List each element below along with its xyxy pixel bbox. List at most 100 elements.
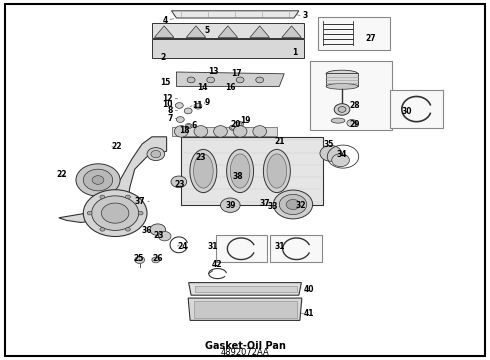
Circle shape bbox=[194, 103, 202, 109]
Ellipse shape bbox=[233, 126, 247, 137]
Ellipse shape bbox=[230, 154, 250, 188]
Text: 21: 21 bbox=[274, 137, 285, 146]
Polygon shape bbox=[59, 137, 167, 222]
Circle shape bbox=[76, 164, 120, 196]
Ellipse shape bbox=[190, 149, 217, 193]
Circle shape bbox=[151, 150, 161, 158]
Text: 34: 34 bbox=[336, 150, 346, 159]
Polygon shape bbox=[152, 23, 304, 38]
Circle shape bbox=[171, 176, 187, 188]
Text: 23: 23 bbox=[195, 153, 205, 162]
Text: 22: 22 bbox=[56, 170, 67, 179]
Circle shape bbox=[256, 77, 264, 83]
Text: 23: 23 bbox=[174, 180, 185, 189]
Text: 31: 31 bbox=[274, 242, 285, 251]
Text: 24: 24 bbox=[177, 242, 188, 251]
Circle shape bbox=[187, 77, 195, 83]
Text: 2: 2 bbox=[160, 53, 166, 62]
Circle shape bbox=[273, 190, 313, 219]
Polygon shape bbox=[282, 26, 301, 37]
Polygon shape bbox=[186, 26, 206, 37]
Text: 23: 23 bbox=[153, 231, 164, 240]
Text: 13: 13 bbox=[208, 68, 218, 77]
Text: 17: 17 bbox=[231, 69, 242, 78]
Text: 30: 30 bbox=[401, 107, 412, 116]
Text: 38: 38 bbox=[232, 172, 243, 181]
Bar bbox=[318, 17, 390, 50]
Text: 25: 25 bbox=[133, 254, 144, 263]
Text: 31: 31 bbox=[207, 242, 218, 251]
Polygon shape bbox=[250, 26, 270, 37]
Circle shape bbox=[150, 224, 166, 235]
Circle shape bbox=[185, 123, 192, 129]
Circle shape bbox=[83, 190, 147, 237]
Text: Gasket-Oil Pan: Gasket-Oil Pan bbox=[204, 341, 286, 351]
Text: 18: 18 bbox=[179, 126, 190, 135]
Text: 28: 28 bbox=[349, 102, 360, 110]
Polygon shape bbox=[176, 72, 284, 86]
Ellipse shape bbox=[194, 126, 208, 137]
Polygon shape bbox=[188, 298, 302, 320]
Circle shape bbox=[220, 198, 240, 212]
Ellipse shape bbox=[326, 84, 358, 89]
Circle shape bbox=[125, 228, 130, 231]
Ellipse shape bbox=[214, 126, 227, 137]
Circle shape bbox=[229, 125, 236, 130]
Circle shape bbox=[207, 77, 215, 83]
Ellipse shape bbox=[326, 70, 358, 77]
Circle shape bbox=[152, 257, 160, 263]
Circle shape bbox=[135, 256, 145, 264]
Circle shape bbox=[279, 194, 307, 215]
Text: 40: 40 bbox=[304, 285, 314, 294]
Text: 7: 7 bbox=[167, 113, 172, 122]
Text: 32: 32 bbox=[296, 202, 306, 210]
Circle shape bbox=[176, 117, 184, 122]
Bar bbox=[270, 235, 322, 262]
Text: 10: 10 bbox=[162, 100, 172, 109]
Ellipse shape bbox=[267, 154, 287, 188]
Circle shape bbox=[92, 196, 139, 230]
Polygon shape bbox=[152, 39, 304, 58]
Text: 3: 3 bbox=[303, 12, 308, 21]
Text: 16: 16 bbox=[225, 83, 236, 92]
Bar bbox=[194, 301, 297, 318]
Circle shape bbox=[100, 228, 105, 231]
Circle shape bbox=[236, 77, 244, 83]
Text: 33: 33 bbox=[268, 202, 278, 211]
Ellipse shape bbox=[174, 126, 188, 137]
Text: 39: 39 bbox=[225, 201, 236, 210]
Text: 12: 12 bbox=[162, 94, 172, 103]
Circle shape bbox=[347, 120, 357, 127]
Circle shape bbox=[138, 211, 143, 215]
Text: 42: 42 bbox=[212, 260, 222, 269]
Text: 19: 19 bbox=[240, 116, 250, 125]
Ellipse shape bbox=[194, 154, 213, 188]
Bar bbox=[229, 171, 239, 179]
Text: 14: 14 bbox=[197, 83, 207, 92]
Text: 8: 8 bbox=[167, 106, 172, 115]
Circle shape bbox=[237, 122, 244, 127]
Text: 35: 35 bbox=[323, 140, 334, 149]
Text: 41: 41 bbox=[304, 309, 314, 318]
Text: 26: 26 bbox=[152, 254, 162, 263]
Circle shape bbox=[286, 199, 300, 210]
Text: 1: 1 bbox=[292, 48, 297, 57]
Bar bbox=[195, 286, 297, 292]
Circle shape bbox=[184, 108, 192, 114]
Text: 6: 6 bbox=[191, 121, 196, 130]
Text: 27: 27 bbox=[366, 34, 376, 43]
Text: 4: 4 bbox=[162, 15, 168, 24]
Bar bbox=[390, 90, 443, 128]
Text: 5: 5 bbox=[205, 26, 210, 35]
Polygon shape bbox=[189, 283, 301, 295]
Text: 29: 29 bbox=[350, 120, 360, 129]
Ellipse shape bbox=[253, 126, 267, 137]
Bar bbox=[216, 235, 267, 262]
Circle shape bbox=[334, 104, 350, 115]
Text: 11: 11 bbox=[192, 102, 202, 110]
Ellipse shape bbox=[264, 149, 290, 193]
Ellipse shape bbox=[226, 149, 254, 193]
Text: 15: 15 bbox=[160, 77, 171, 86]
Text: 4892072AA: 4892072AA bbox=[220, 348, 270, 356]
Circle shape bbox=[175, 103, 183, 108]
